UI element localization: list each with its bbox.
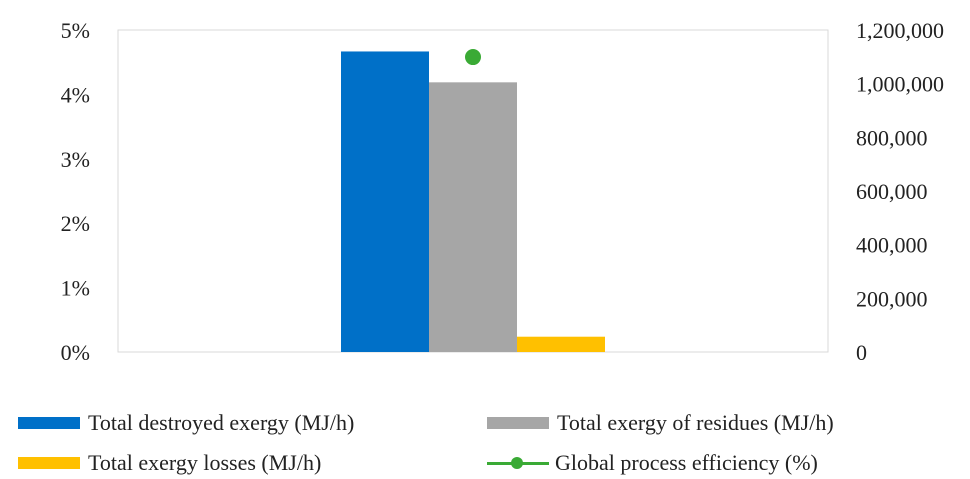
efficiency-point xyxy=(465,49,481,66)
legend-swatch-exergy-residues xyxy=(487,417,549,429)
right-tick-label: 1,200,000 xyxy=(856,18,944,43)
efficiency-markers xyxy=(465,49,481,66)
left-tick-label: 0% xyxy=(61,340,90,365)
right-tick-label: 1,000,000 xyxy=(856,72,944,97)
legend-label-process-efficiency: Global process efficiency (%) xyxy=(555,450,818,475)
legend-label-exergy-losses: Total exergy losses (MJ/h) xyxy=(88,450,322,475)
right-axis: 0 200,000 400,000 600,000 800,000 1,000,000 1,… xyxy=(856,18,944,365)
bar-3 xyxy=(517,336,605,352)
bars xyxy=(341,51,605,352)
legend-swatch-destroyed-exergy xyxy=(18,417,80,429)
bar-2 xyxy=(429,82,517,352)
right-tick-label: 0 xyxy=(856,340,867,365)
legend-label-exergy-residues: Total exergy of residues (MJ/h) xyxy=(557,410,834,435)
legend: Total destroyed exergy (MJ/h) Total exer… xyxy=(0,400,970,479)
right-tick-label: 400,000 xyxy=(856,233,928,258)
left-tick-label: 2% xyxy=(61,211,90,236)
right-tick-label: 600,000 xyxy=(856,179,928,204)
bar-1 xyxy=(341,51,429,352)
legend-item-exergy-losses: Total exergy losses (MJ/h) xyxy=(18,450,321,476)
legend-item-destroyed-exergy: Total destroyed exergy (MJ/h) xyxy=(18,410,354,436)
legend-label-destroyed-exergy: Total destroyed exergy (MJ/h) xyxy=(88,410,355,435)
legend-swatch-exergy-losses xyxy=(18,457,80,469)
legend-swatch-process-efficiency xyxy=(487,457,549,469)
left-tick-label: 4% xyxy=(61,82,90,107)
left-tick-label: 3% xyxy=(61,147,90,172)
left-axis: 0% 1% 2% 3% 4% 5% xyxy=(61,18,90,365)
right-tick-label: 200,000 xyxy=(856,286,928,311)
legend-item-exergy-residues: Total exergy of residues (MJ/h) xyxy=(487,410,834,436)
left-tick-label: 5% xyxy=(61,18,90,43)
right-tick-label: 800,000 xyxy=(856,125,928,150)
legend-item-process-efficiency: Global process efficiency (%) xyxy=(487,450,818,476)
left-tick-label: 1% xyxy=(61,276,90,301)
